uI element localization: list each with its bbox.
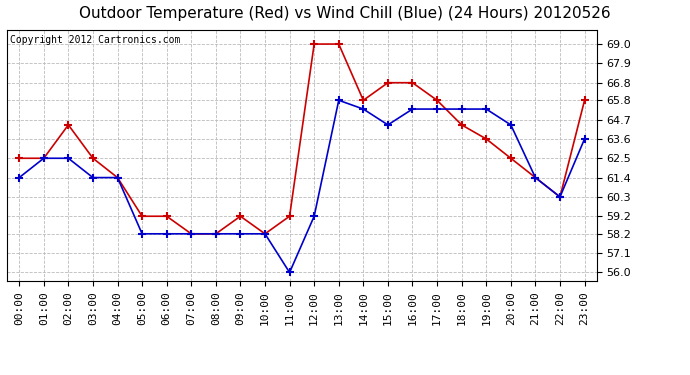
Text: Copyright 2012 Cartronics.com: Copyright 2012 Cartronics.com — [10, 35, 180, 45]
Text: Outdoor Temperature (Red) vs Wind Chill (Blue) (24 Hours) 20120526: Outdoor Temperature (Red) vs Wind Chill … — [79, 6, 611, 21]
